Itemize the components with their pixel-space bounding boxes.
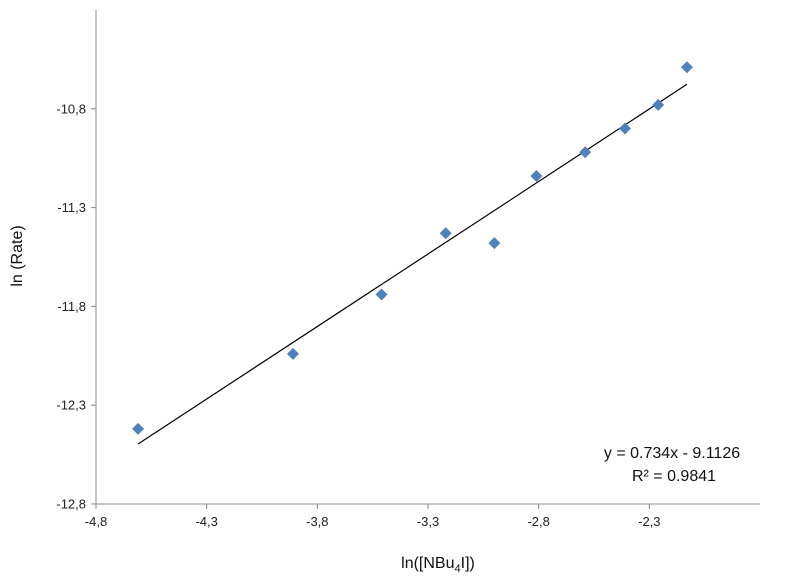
trendline-equation: y = 0.734x - 9.1126 xyxy=(604,445,740,462)
data-point xyxy=(286,347,299,360)
x-axis-title-main: ln([NBu xyxy=(401,555,454,572)
y-tick-label: -12,3 xyxy=(56,398,86,413)
data-point xyxy=(618,122,631,135)
data-point xyxy=(652,98,665,111)
x-tick-label: -4,3 xyxy=(195,514,217,529)
y-tick-label: -11,3 xyxy=(57,200,86,215)
data-point xyxy=(439,227,452,240)
x-axis-title: ln([NBu4I]) xyxy=(401,555,475,575)
x-axis-title-tail: I]) xyxy=(461,555,475,572)
trendline-r-squared: R² = 0.9841 xyxy=(632,468,716,485)
x-axis-title-subscript: 4 xyxy=(455,563,461,575)
y-tick-label: -12,8 xyxy=(56,497,86,512)
x-tick-label: -4,8 xyxy=(85,514,107,529)
y-tick-label: -10,8 xyxy=(56,101,86,116)
data-point xyxy=(579,146,592,159)
data-point xyxy=(530,169,543,182)
x-tick-label: -3,8 xyxy=(306,514,328,529)
data-point xyxy=(488,237,501,250)
data-point xyxy=(132,422,145,435)
trendline xyxy=(137,83,688,445)
y-ticks: -12,8 -12,3 -11,8 -11,3 -10,8 xyxy=(56,101,96,512)
x-ticks: -4,8 -4,3 -3,8 -3,3 -2,8 -2,3 xyxy=(85,504,661,529)
data-point xyxy=(375,288,388,301)
trendline-group xyxy=(137,83,688,445)
y-tick-label: -11,8 xyxy=(57,299,86,314)
y-axis-title: ln (Rate) xyxy=(9,225,26,286)
x-tick-label: -2,3 xyxy=(638,514,660,529)
x-tick-label: -2,8 xyxy=(527,514,549,529)
data-points xyxy=(132,61,693,435)
x-tick-label: -3,3 xyxy=(417,514,439,529)
data-point xyxy=(680,61,693,74)
